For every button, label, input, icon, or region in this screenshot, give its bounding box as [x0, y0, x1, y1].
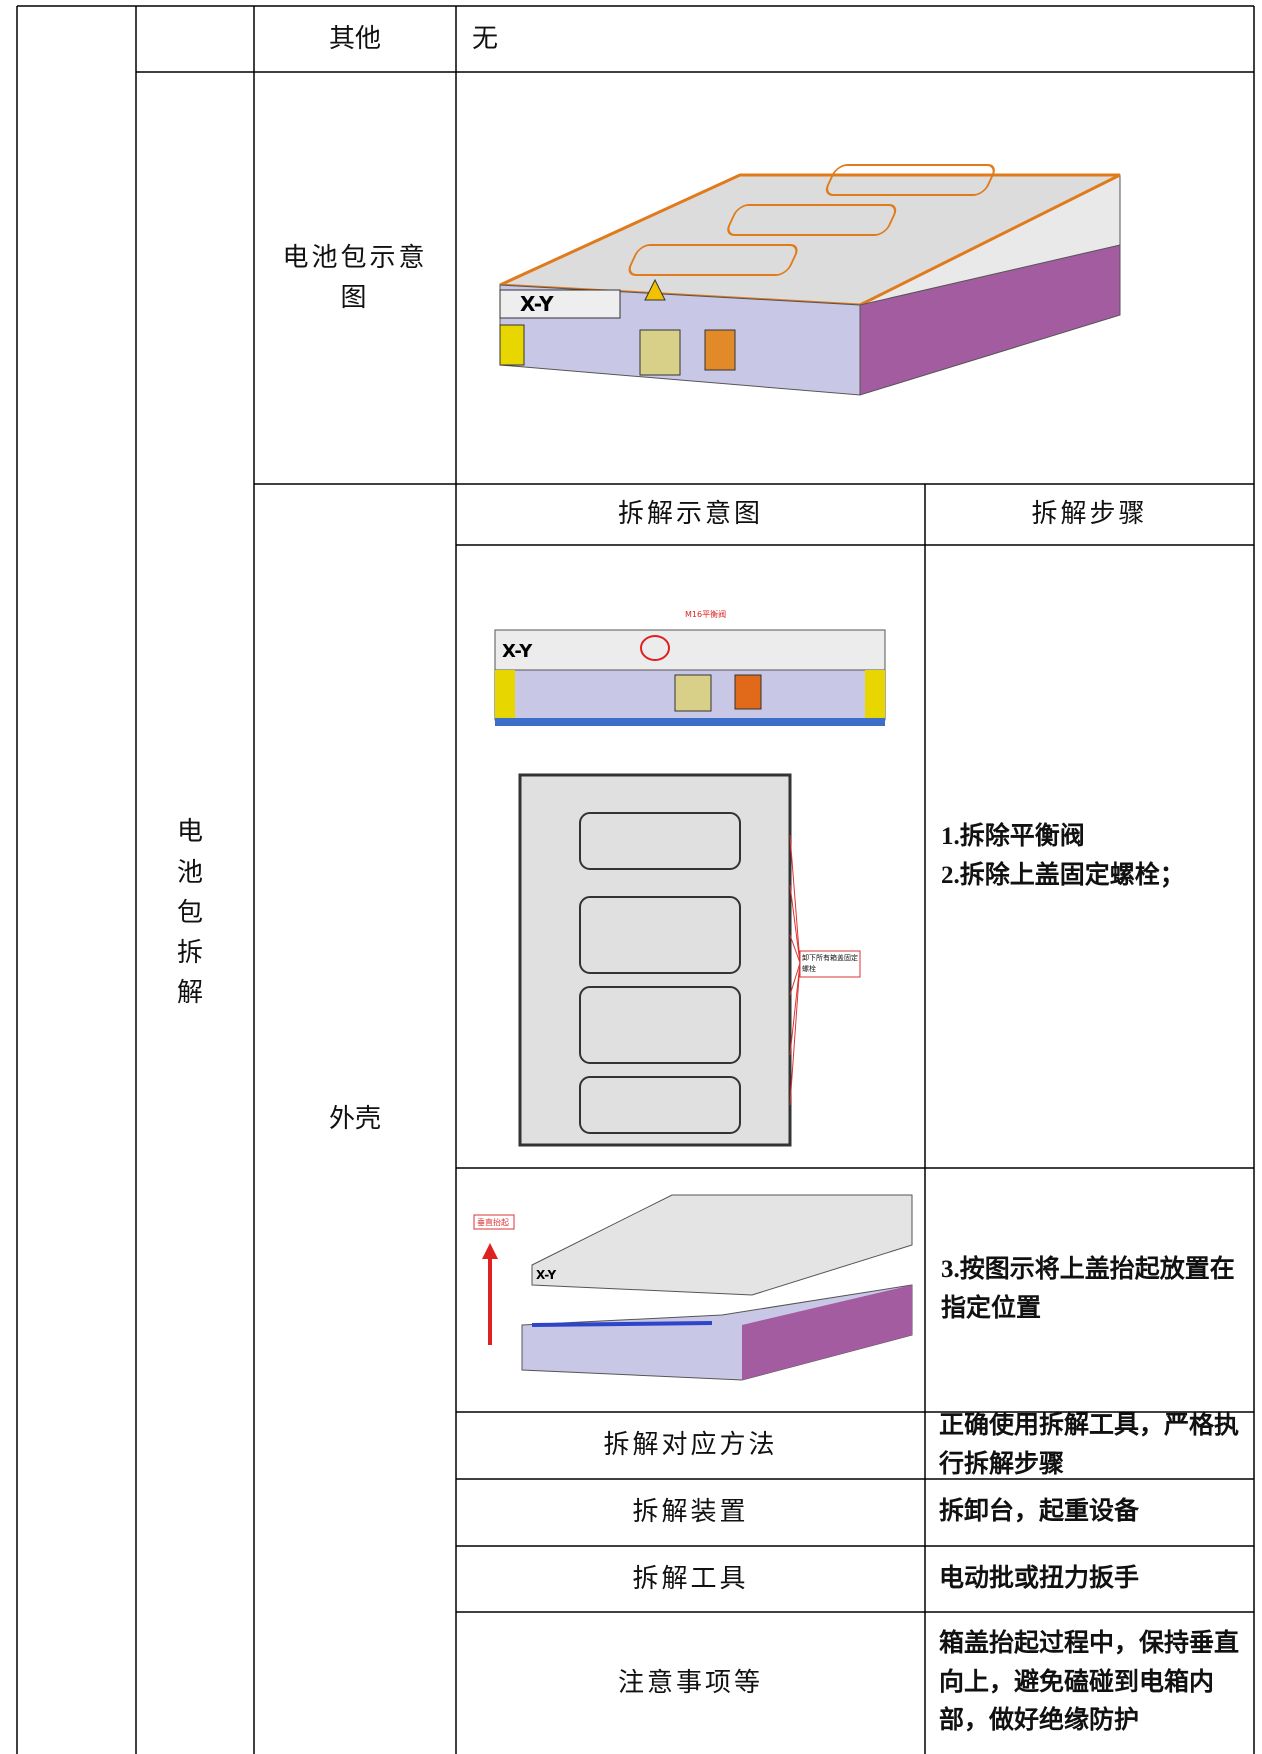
value-cell: 电动批或扭力扳手	[939, 1564, 1140, 1592]
label-cell: 拆解工具	[632, 1563, 749, 1593]
label-cell: 拆解对应方法	[603, 1430, 778, 1460]
value-cell: 拆卸台，起重设备	[939, 1498, 1140, 1526]
front-view-image: X-Y M16平衡阀	[494, 609, 886, 726]
battery-pack-image: X-Y	[499, 164, 1121, 396]
value-cell: 箱盖抬起过程中，保持垂直向上，避免磕碰到电箱内部，做好绝缘防护	[939, 1629, 1240, 1735]
value-cell: 无	[472, 23, 499, 53]
image-label: X-Y	[502, 641, 533, 662]
steps-cell: 1.拆除平衡阀 2.拆除上盖固定螺栓；	[925, 545, 1254, 1168]
label-cell: 注意事项等	[617, 1667, 763, 1697]
label-cell: 电池包示意图	[282, 242, 428, 312]
image-label: X-Y	[520, 292, 554, 316]
image-label: X-Y	[536, 1268, 556, 1282]
part-cell: 外壳	[328, 1103, 381, 1133]
label-cell: 其他	[328, 23, 381, 53]
image-label: M16平衡阀	[685, 609, 726, 619]
label-cell: 拆解装置	[632, 1497, 749, 1527]
value-cell: 正确使用拆解工具，严格执行拆解步骤	[939, 1411, 1240, 1478]
top-view-image: 卸下所有箱盖固定螺栓	[518, 773, 861, 1147]
image-label: 垂直抬起	[477, 1217, 509, 1227]
header-cell: 拆解步骤	[1031, 499, 1148, 529]
image-label: 卸下所有箱盖固定螺栓	[802, 954, 858, 973]
section-cell: 电池包拆解	[176, 817, 221, 1008]
step: 1.拆除平衡阀	[941, 822, 1085, 850]
step: 2.拆除上盖固定螺栓；	[941, 861, 1185, 889]
step: 3.按图示将上盖抬起放置在指定位置	[941, 1256, 1235, 1322]
lift-view-image: 垂直抬起 X-Y	[473, 1194, 913, 1381]
header-cell: 拆解示意图	[617, 499, 763, 529]
